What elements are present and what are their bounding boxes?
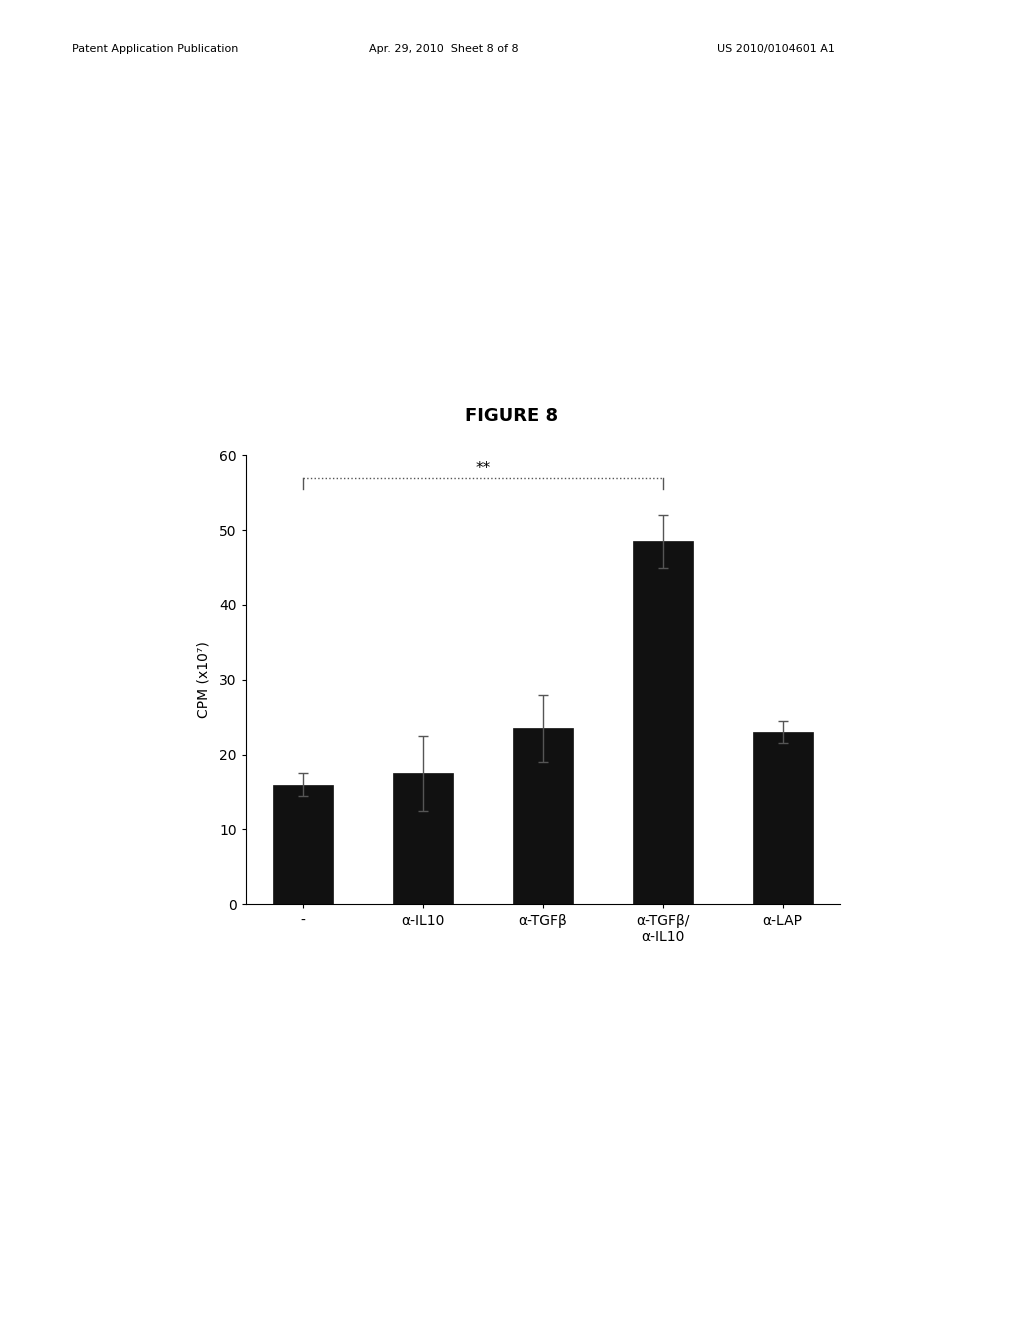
Bar	[513, 729, 572, 904]
Bar	[753, 733, 813, 904]
Text: US 2010/0104601 A1: US 2010/0104601 A1	[717, 44, 835, 54]
Text: Apr. 29, 2010  Sheet 8 of 8: Apr. 29, 2010 Sheet 8 of 8	[369, 44, 518, 54]
Text: Patent Application Publication: Patent Application Publication	[72, 44, 238, 54]
Y-axis label: CPM (x10⁷): CPM (x10⁷)	[197, 642, 211, 718]
Text: **: **	[475, 461, 490, 475]
Bar	[393, 774, 453, 904]
Bar	[272, 784, 333, 904]
Text: FIGURE 8: FIGURE 8	[466, 407, 558, 425]
Bar	[633, 541, 692, 904]
